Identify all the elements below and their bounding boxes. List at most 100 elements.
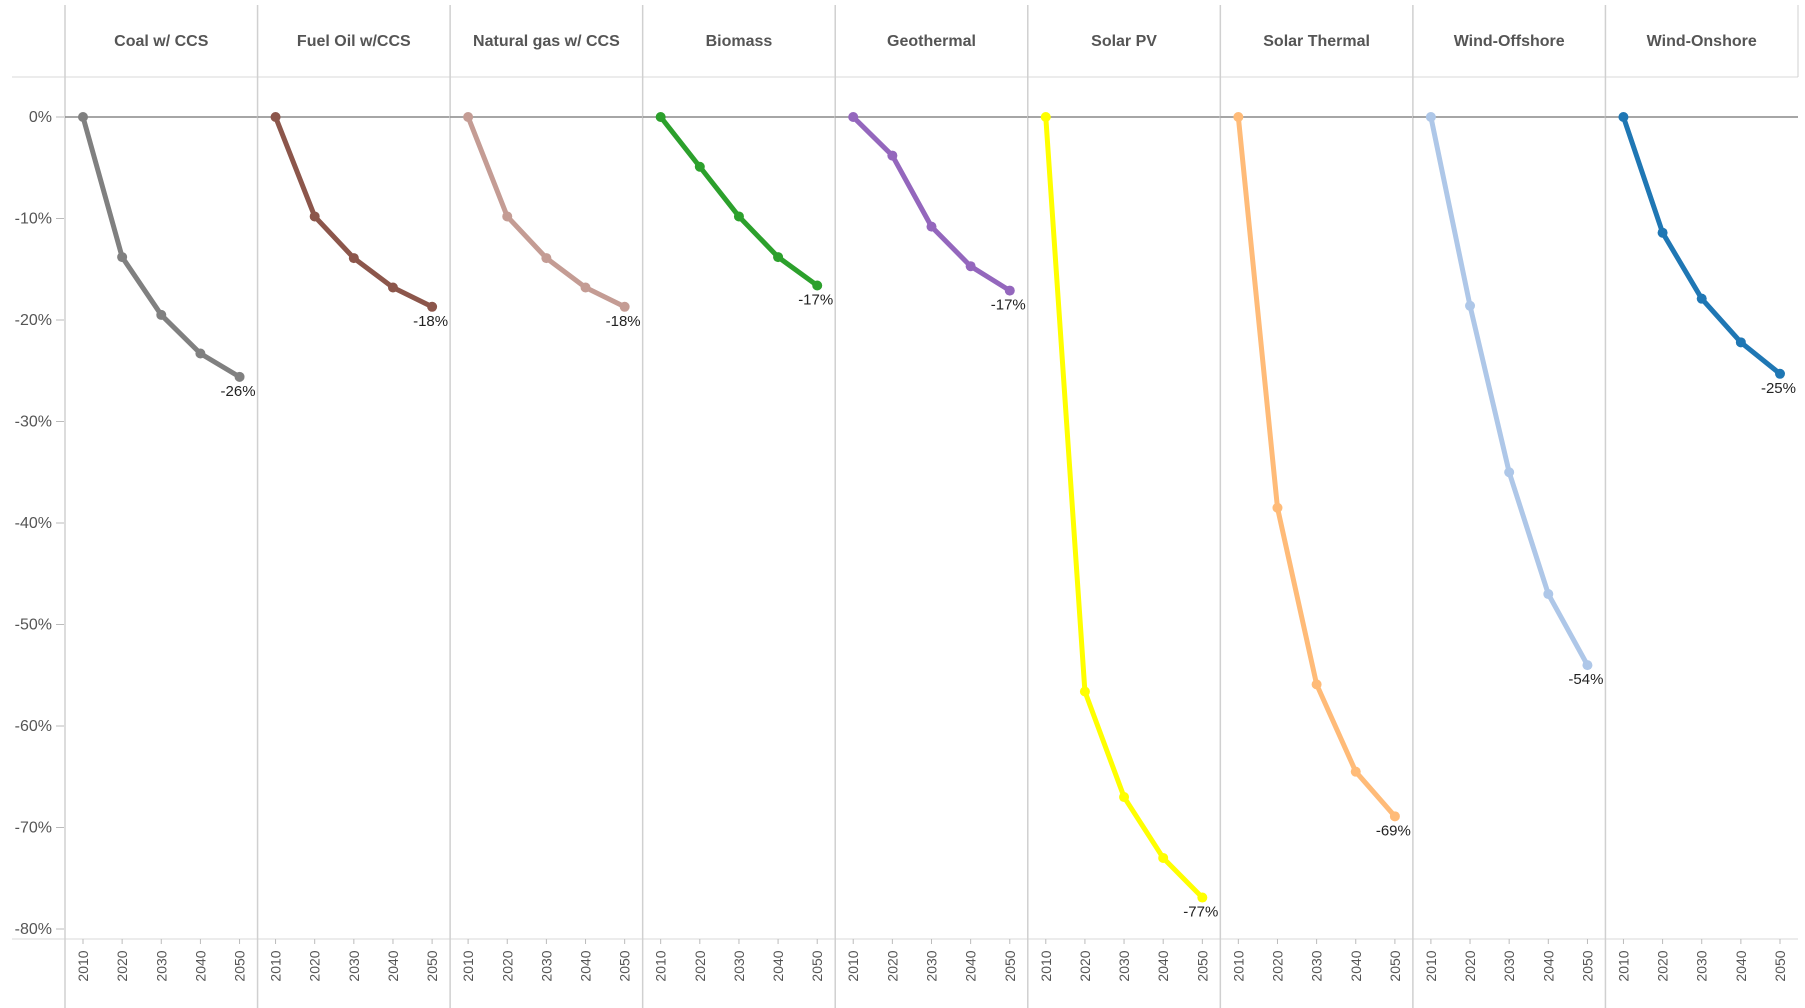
series-line — [80, 114, 243, 380]
x-tick-label: 2040 — [1540, 950, 1556, 981]
panel-title: Natural gas w/ CCS — [473, 33, 620, 50]
data-point — [156, 309, 167, 320]
x-tick-label: 2040 — [1155, 950, 1171, 981]
data-point — [309, 211, 320, 222]
x-tick-label: 2020 — [114, 950, 130, 981]
data-point — [117, 252, 128, 263]
data-point — [541, 253, 552, 264]
end-value-label: -54% — [1568, 671, 1603, 688]
data-point — [1004, 285, 1015, 296]
x-tick-label: 2040 — [770, 950, 786, 981]
panel-title: Biomass — [706, 33, 773, 50]
data-point — [1775, 368, 1785, 379]
data-point — [1425, 112, 1436, 122]
data-point — [195, 348, 206, 359]
data-point — [694, 161, 705, 172]
x-tick-label: 2040 — [385, 950, 401, 981]
panel-title: Geothermal — [887, 33, 976, 50]
x-tick-label: 2050 — [1194, 950, 1210, 981]
y-tick-label: -70% — [15, 820, 52, 837]
panel-solar-pv: Solar PV 2010 2020 2030 2040 2050 -77% — [1027, 5, 1221, 1008]
x-tick-label: 2030 — [1309, 950, 1325, 981]
data-point — [1350, 766, 1361, 777]
panel-title: Solar Thermal — [1263, 33, 1370, 50]
data-point — [387, 282, 398, 293]
x-tick-label: 2050 — [1387, 950, 1403, 981]
x-tick-label: 2010 — [653, 950, 669, 981]
y-tick-label: -80% — [15, 921, 52, 938]
panel-title: Wind-Onshore — [1647, 33, 1757, 50]
data-point — [234, 371, 245, 382]
series-line — [1235, 114, 1398, 819]
x-tick-label: 2020 — [884, 950, 900, 981]
data-point — [965, 261, 976, 272]
data-point — [1657, 227, 1668, 238]
x-tick-label: 2040 — [192, 950, 208, 981]
data-point — [1197, 892, 1208, 903]
data-point — [1465, 300, 1476, 311]
y-tick-label: -50% — [15, 617, 52, 634]
y-tick-label: -20% — [15, 312, 52, 329]
panel-coal-w-ccs: Coal w/ CCS 2010 2020 2030 2040 2050 -26% — [64, 5, 258, 1008]
x-tick-label: 2020 — [1269, 950, 1285, 981]
x-tick-label: 2050 — [1579, 950, 1595, 981]
data-point — [1272, 502, 1283, 513]
data-point — [348, 253, 359, 264]
data-point — [1311, 679, 1322, 690]
panel-geothermal: Geothermal 2010 2020 2030 2040 2050 -17% — [834, 5, 1028, 1008]
series-line — [1428, 114, 1590, 668]
series-line — [1620, 114, 1783, 377]
series-line — [850, 114, 1013, 294]
panel-wind-offshore: Wind-Offshore 2010 2020 2030 2040 2050 -54% — [1412, 5, 1606, 1008]
end-value-label: -18% — [413, 313, 448, 330]
series-line — [273, 114, 435, 310]
data-point — [1543, 589, 1554, 600]
data-point — [1618, 112, 1629, 122]
x-tick-label: 2040 — [963, 950, 979, 981]
x-tick-label: 2030 — [538, 950, 554, 981]
data-point — [1504, 467, 1515, 478]
data-point — [812, 280, 823, 291]
x-tick-label: 2030 — [346, 950, 362, 981]
x-tick-label: 2010 — [460, 950, 476, 981]
x-tick-label: 2050 — [424, 950, 440, 981]
x-tick-label: 2020 — [692, 950, 708, 981]
data-point — [580, 282, 591, 293]
data-point — [655, 112, 666, 122]
data-point — [427, 301, 438, 312]
x-tick-label: 2010 — [1230, 950, 1246, 981]
x-tick-label: 2050 — [617, 950, 633, 981]
x-tick-label: 2030 — [1501, 950, 1517, 981]
x-tick-label: 2020 — [1077, 950, 1093, 981]
y-tick-label: -40% — [15, 515, 52, 532]
end-value-label: -17% — [991, 297, 1026, 314]
data-point — [270, 112, 281, 122]
data-point — [1040, 112, 1051, 122]
data-point — [1389, 811, 1400, 822]
x-tick-label: 2030 — [1694, 950, 1710, 981]
series-line — [465, 114, 628, 310]
y-tick-label: -60% — [15, 718, 52, 735]
x-tick-label: 2020 — [499, 950, 515, 981]
end-value-label: -25% — [1761, 380, 1796, 397]
series-line — [1043, 114, 1205, 901]
y-tick-label: -10% — [15, 211, 52, 228]
panel-solar-thermal: Solar Thermal 2010 2020 2030 2040 2050 -69% — [1219, 5, 1413, 1008]
x-tick-label: 2050 — [232, 950, 248, 981]
data-point — [733, 211, 744, 222]
data-point — [773, 252, 784, 263]
x-tick-label: 2040 — [1733, 950, 1749, 981]
data-point — [926, 221, 937, 232]
data-point — [1119, 792, 1130, 803]
data-point — [78, 112, 88, 122]
x-tick-label: 2010 — [1423, 950, 1439, 981]
data-point — [1158, 852, 1169, 863]
panel-title: Solar PV — [1091, 33, 1157, 50]
end-value-label: -26% — [221, 383, 256, 400]
x-tick-label: 2030 — [1116, 950, 1132, 981]
data-point — [1079, 686, 1090, 697]
panel-wind-onshore: Wind-Onshore 2010 2020 2030 2040 2050 -25% — [1604, 5, 1798, 1008]
x-tick-label: 2030 — [731, 950, 747, 981]
y-tick-label: 0% — [29, 109, 52, 126]
